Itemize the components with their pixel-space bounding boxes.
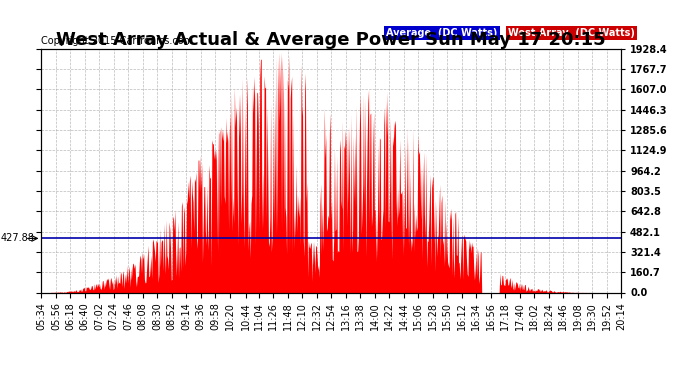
Title: West Array Actual & Average Power Sun May 17 20:15: West Array Actual & Average Power Sun Ma… (57, 31, 606, 49)
Text: Copyright 2015 Cartronics.com: Copyright 2015 Cartronics.com (41, 36, 193, 46)
Text: West Array  (DC Watts): West Array (DC Watts) (508, 28, 635, 38)
Text: 427.88: 427.88 (1, 233, 34, 243)
Text: Average  (DC Watts): Average (DC Watts) (386, 28, 497, 38)
